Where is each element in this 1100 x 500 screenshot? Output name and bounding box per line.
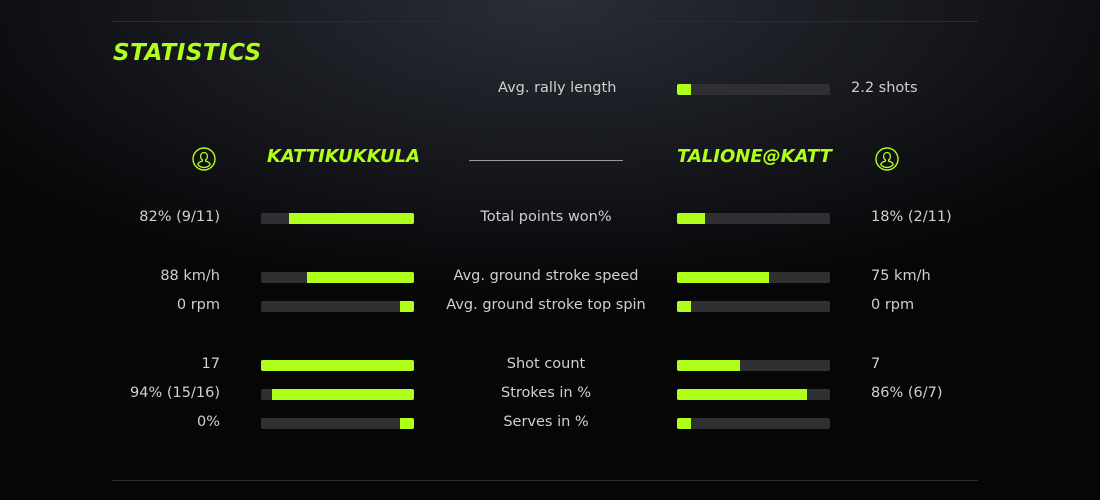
right-bar-fill — [677, 213, 705, 224]
left-bar-fill — [400, 418, 414, 429]
left-bar-fill — [400, 301, 414, 312]
user-icon — [192, 147, 216, 171]
right-bar — [677, 389, 830, 400]
right-bar — [677, 360, 830, 371]
center-separator — [469, 160, 623, 161]
stat-label: Strokes in % — [501, 385, 591, 401]
rally-value: 2.2 shots — [851, 80, 918, 96]
left-player-name: KATTIKUKKULA — [267, 146, 421, 167]
right-player-name: TALIONE@KATT — [677, 146, 832, 167]
left-value: 94% (15/16) — [130, 385, 220, 401]
right-value: 86% (6/7) — [871, 385, 943, 401]
rally-bar-fill — [677, 84, 691, 95]
left-bar-fill — [288, 213, 414, 224]
left-value: 17 — [201, 356, 220, 372]
right-value: 0 rpm — [871, 297, 915, 313]
left-bar-fill — [306, 272, 414, 283]
left-bar — [261, 389, 414, 400]
left-value: 0 rpm — [176, 297, 220, 313]
left-value: 82% (9/11) — [139, 209, 220, 225]
bottom-divider — [112, 480, 978, 481]
rally-bar — [677, 84, 830, 95]
top-divider — [112, 21, 978, 22]
left-bar — [261, 213, 414, 224]
left-bar — [261, 418, 414, 429]
left-bar — [261, 301, 414, 312]
right-bar — [677, 213, 830, 224]
right-bar — [677, 272, 830, 283]
stat-label: Shot count — [506, 356, 586, 372]
left-bar-fill — [261, 360, 414, 371]
right-bar-fill — [677, 272, 769, 283]
right-value: 18% (2/11) — [871, 209, 952, 225]
left-bar-fill — [271, 389, 414, 400]
right-bar — [677, 301, 830, 312]
left-value: 0% — [196, 414, 220, 430]
left-bar — [261, 360, 414, 371]
right-bar — [677, 418, 830, 429]
left-value: 88 km/h — [160, 268, 220, 284]
stat-label: Total points won% — [480, 209, 612, 225]
stat-label: Serves in % — [503, 414, 589, 430]
rally-label: Avg. rally length — [498, 80, 617, 96]
left-bar — [261, 272, 414, 283]
stat-label: Avg. ground stroke top spin — [446, 297, 646, 313]
page-title: STATISTICS — [113, 40, 262, 66]
right-value: 7 — [871, 356, 881, 372]
right-bar-fill — [677, 418, 691, 429]
right-bar-fill — [677, 360, 740, 371]
user-icon — [875, 147, 899, 171]
right-value: 75 km/h — [871, 268, 931, 284]
stat-label: Avg. ground stroke speed — [453, 268, 639, 284]
right-bar-fill — [677, 389, 808, 400]
right-bar-fill — [677, 301, 691, 312]
